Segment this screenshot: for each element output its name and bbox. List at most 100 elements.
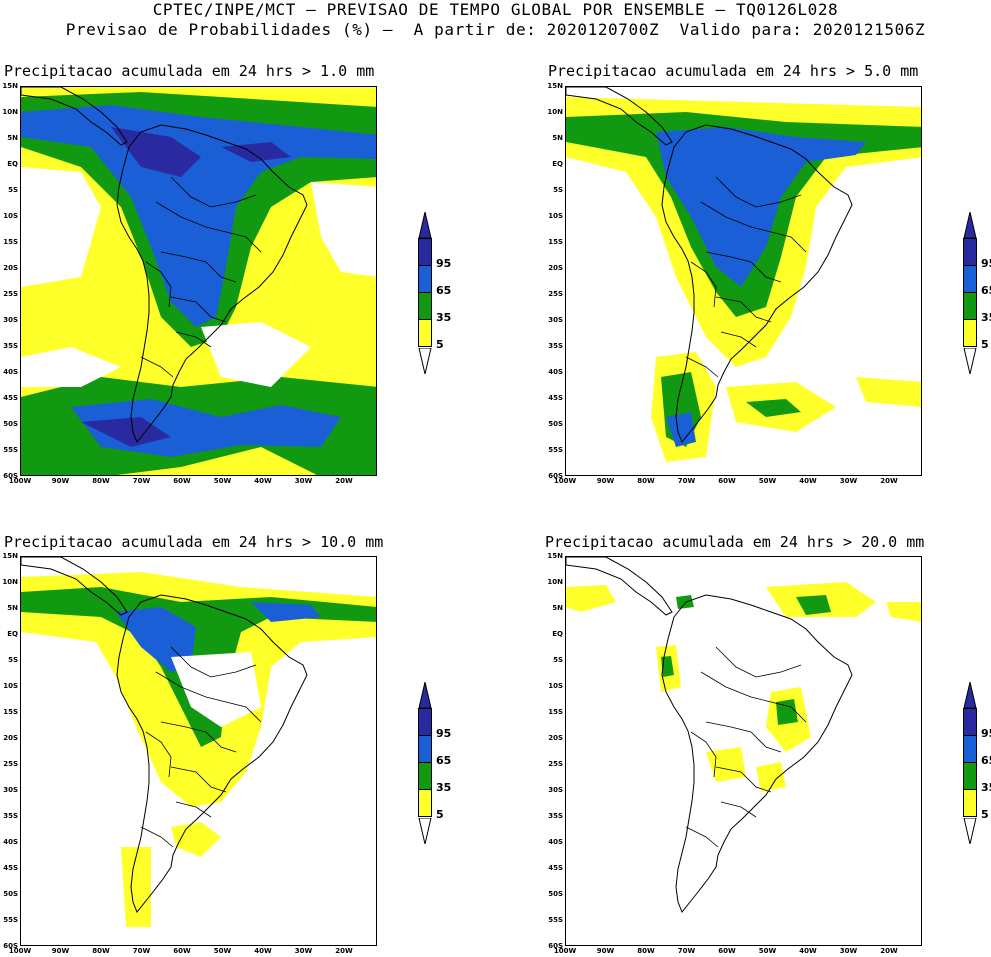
colorbar-segment xyxy=(963,762,977,790)
probability-region-white xyxy=(311,182,376,277)
colorbar-label: 35 xyxy=(436,781,452,794)
lat-tick-label: 15N xyxy=(2,82,18,90)
lat-tick-label: 10S xyxy=(548,212,563,220)
lat-tick-label: 55S xyxy=(548,916,563,924)
colorbar-label: 65 xyxy=(981,284,991,297)
probability-region-white xyxy=(21,167,101,287)
country-border xyxy=(140,826,174,848)
country-border xyxy=(170,296,227,323)
lat-tick-label: 10N xyxy=(2,578,18,586)
probability-region-green xyxy=(796,595,831,615)
lat-tick-label: 30S xyxy=(3,316,18,324)
panel-1-map xyxy=(20,86,377,476)
probability-region-green xyxy=(661,656,674,677)
lat-tick-label: 15S xyxy=(3,238,18,246)
lon-tick-label: 80W xyxy=(637,947,655,955)
panel-3-svg xyxy=(21,557,376,927)
lon-tick-label: 60W xyxy=(173,477,191,485)
colorbar-top-arrow xyxy=(963,682,977,708)
lat-tick-label: 5N xyxy=(7,604,18,612)
coastline xyxy=(116,594,308,913)
colorbar-bottom-arrow xyxy=(418,818,432,844)
colorbar-segment xyxy=(963,735,977,763)
country-border xyxy=(705,721,782,753)
lon-tick-label: 70W xyxy=(132,947,151,955)
colorbar-label: 5 xyxy=(981,808,989,821)
colorbar-label: 5 xyxy=(981,338,989,351)
lat-tick-label: 25S xyxy=(3,290,18,298)
lat-tick-label: 30S xyxy=(3,786,18,794)
lon-tick-label: 100W xyxy=(553,947,577,955)
lat-tick-label: 50S xyxy=(3,420,18,428)
panel-2-svg xyxy=(566,87,921,462)
panel-4-colorbar: 95 65 35 5 xyxy=(963,682,991,844)
lat-tick-label: 55S xyxy=(548,446,563,454)
lat-tick-label: 10S xyxy=(548,682,563,690)
lon-tick-label: 70W xyxy=(677,477,696,485)
country-border xyxy=(140,356,174,378)
probability-region-yellow xyxy=(566,585,616,612)
lat-tick-label: 20S xyxy=(548,264,563,272)
colorbar-segment xyxy=(963,292,977,320)
probability-region-blue xyxy=(656,127,866,287)
lon-tick-label: 100W xyxy=(8,477,32,485)
lat-tick-label: 45S xyxy=(548,394,563,402)
lat-tick-label: 55S xyxy=(3,446,18,454)
colorbar-segment xyxy=(418,292,432,320)
central-america-outline xyxy=(21,557,128,616)
coastline xyxy=(661,594,853,913)
colorbar-segment xyxy=(418,708,432,736)
country-border xyxy=(720,331,757,348)
lon-tick-label: 100W xyxy=(553,477,577,485)
colorbar-label: 5 xyxy=(436,338,444,351)
probability-region-yellow xyxy=(756,762,786,792)
colorbar-segment xyxy=(418,735,432,763)
colorbar-label: 35 xyxy=(981,311,991,324)
probability-region-blue xyxy=(666,412,696,447)
lat-tick-label: 20S xyxy=(3,734,18,742)
panel-1-title: Precipitacao acumulada em 24 hrs > 1.0 m… xyxy=(4,62,375,80)
lon-tick-label: 40W xyxy=(799,477,817,485)
country-border xyxy=(690,261,717,308)
lat-tick-label: 20S xyxy=(548,734,563,742)
lon-tick-label: 20W xyxy=(335,947,353,955)
probability-region-navy xyxy=(111,127,201,177)
panel-4-map xyxy=(565,556,922,946)
country-border xyxy=(175,331,212,348)
lat-tick-label: 15S xyxy=(3,708,18,716)
lat-tick-label: 45S xyxy=(3,394,18,402)
colorbar-segment xyxy=(963,238,977,266)
panel-2-colorbar: 95 65 35 5 xyxy=(963,212,991,374)
central-america-outline xyxy=(566,557,673,616)
lat-tick-label: 35S xyxy=(3,812,18,820)
coastline xyxy=(116,124,308,443)
probability-region-blue xyxy=(21,105,376,327)
lat-tick-label: 10N xyxy=(547,578,563,586)
country-border xyxy=(715,646,802,678)
header-line-1: CPTEC/INPE/MCT – PREVISAO DE TEMPO GLOBA… xyxy=(152,0,839,19)
panel-2-map xyxy=(565,86,922,476)
probability-region-green xyxy=(776,699,798,725)
probability-region-yellow xyxy=(706,747,746,782)
colorbar-segment xyxy=(418,789,432,817)
country-border xyxy=(170,766,227,793)
lat-tick-label: 40S xyxy=(3,838,18,846)
country-border xyxy=(170,646,257,678)
country-border xyxy=(700,201,807,253)
lat-tick-label: EQ xyxy=(7,630,18,638)
probability-region-yellow xyxy=(856,377,921,407)
central-america-outline xyxy=(566,87,673,146)
colorbar-label: 95 xyxy=(981,727,991,740)
lat-tick-label: 5S xyxy=(553,186,563,194)
country-border xyxy=(170,176,257,208)
colorbar-label: 95 xyxy=(436,727,452,740)
lon-tick-label: 50W xyxy=(758,477,777,485)
lat-tick-label: 35S xyxy=(548,342,563,350)
country-border xyxy=(715,176,802,208)
country-border xyxy=(155,201,262,253)
lon-tick-label: 70W xyxy=(132,477,151,485)
lon-tick-label: 20W xyxy=(880,477,898,485)
panel-4-svg xyxy=(566,557,921,913)
lon-tick-label: 30W xyxy=(294,477,313,485)
colorbar-label: 5 xyxy=(436,808,444,821)
